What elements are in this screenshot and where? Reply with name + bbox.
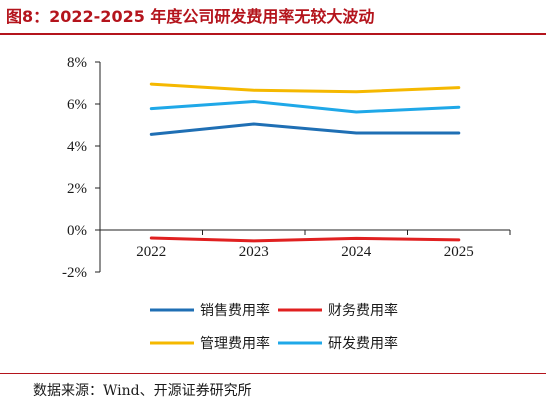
- x-tick-label: 2025: [444, 244, 474, 260]
- title-rule: [0, 33, 546, 35]
- series-line: [149, 100, 461, 114]
- y-tick-label: 4%: [67, 139, 87, 155]
- series-lines: [149, 82, 461, 243]
- legend-label: 财务费用率: [328, 302, 398, 319]
- legend-label: 研发费用率: [328, 335, 398, 352]
- y-tick-label: 8%: [67, 55, 87, 71]
- source-rule: [0, 373, 546, 374]
- y-tick-label: 6%: [67, 97, 87, 113]
- chart-title: 图8：2022-2025 年度公司研发费用率无较大波动: [6, 7, 375, 26]
- x-tick-label: 2022: [136, 244, 166, 260]
- series-line: [149, 122, 461, 136]
- x-tick-label: 2023: [239, 244, 269, 260]
- y-tick-label: -2%: [62, 265, 87, 281]
- legend-label: 管理费用率: [200, 335, 270, 352]
- x-tick-label: 2024: [341, 244, 372, 260]
- series-line: [149, 236, 461, 243]
- source-note: 数据来源：Wind、开源证券研究所: [33, 383, 252, 399]
- series-line: [149, 82, 461, 94]
- axes: -2% 0% 2% 4% 6% 8% 2022 2023 2024 2025: [62, 55, 511, 281]
- y-tick-label: 0%: [67, 223, 87, 239]
- y-tick-label: 2%: [67, 181, 87, 197]
- legend-label: 销售费用率: [200, 302, 270, 319]
